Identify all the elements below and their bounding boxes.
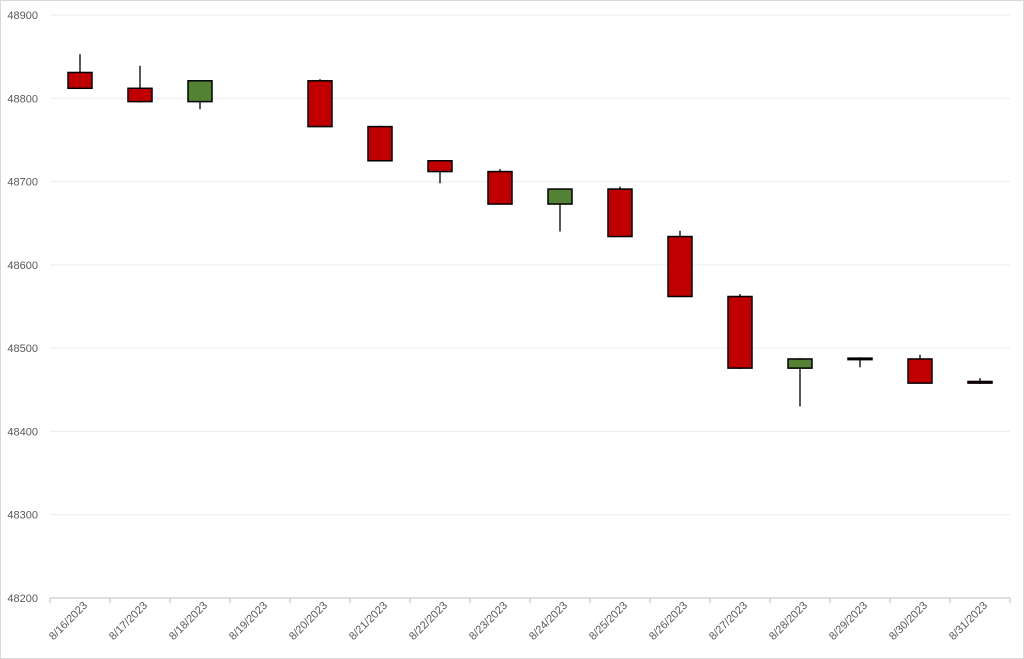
x-tick-label: 8/23/2023 [467, 600, 510, 643]
x-tick-label: 8/27/2023 [707, 600, 750, 643]
y-tick-label: 48400 [7, 426, 38, 438]
x-tick-label: 8/22/2023 [407, 600, 450, 643]
candle-body-down [67, 71, 93, 90]
x-tick-label: 8/18/2023 [167, 600, 210, 643]
candle-body-down [907, 358, 933, 384]
x-tick-label: 8/19/2023 [227, 600, 270, 643]
y-tick-label: 48500 [7, 343, 38, 355]
candle-body-down [967, 380, 993, 384]
x-tick-label: 8/31/2023 [947, 600, 990, 643]
candle-body-down [127, 87, 153, 103]
y-tick-label: 48200 [7, 593, 38, 605]
candle-body-down [667, 235, 693, 298]
y-axis-ticks: 48200 48300 48400 48500 48600 48700 48800 48900 [7, 10, 38, 605]
candle-body-down [607, 188, 633, 238]
candle-body-down [367, 125, 393, 162]
candle-body-down [307, 80, 333, 128]
x-tick-label: 8/30/2023 [887, 600, 930, 643]
candle-body-down [487, 170, 513, 205]
x-tick-label: 8/25/2023 [587, 600, 630, 643]
x-tick-label: 8/20/2023 [287, 600, 330, 643]
x-tick-label: 8/26/2023 [647, 600, 690, 643]
gridlines [50, 14, 1010, 516]
x-tick-label: 8/16/2023 [47, 600, 90, 643]
candle-body-up [547, 188, 573, 205]
y-tick-label: 48600 [7, 260, 38, 272]
candle-body-down [727, 295, 753, 369]
candles [67, 54, 993, 407]
candle-body-down [427, 160, 453, 173]
x-axis: 8/16/2023 8/17/2023 8/18/2023 8/19/2023 8/20… [47, 597, 1011, 643]
x-tick-label: 8/28/2023 [767, 600, 810, 643]
y-tick-label: 48700 [7, 177, 38, 189]
x-tick-label: 8/29/2023 [827, 600, 870, 643]
x-tick-label: 8/17/2023 [107, 600, 150, 643]
x-tick-label: 8/24/2023 [527, 600, 570, 643]
candle-body-up [187, 80, 213, 103]
x-tick-label: 8/21/2023 [347, 600, 390, 643]
y-tick-label: 48300 [7, 510, 38, 522]
candle-body-down [847, 357, 873, 361]
y-tick-label: 48800 [7, 93, 38, 105]
y-tick-label: 48900 [7, 10, 38, 22]
candle-body-up [787, 358, 813, 369]
